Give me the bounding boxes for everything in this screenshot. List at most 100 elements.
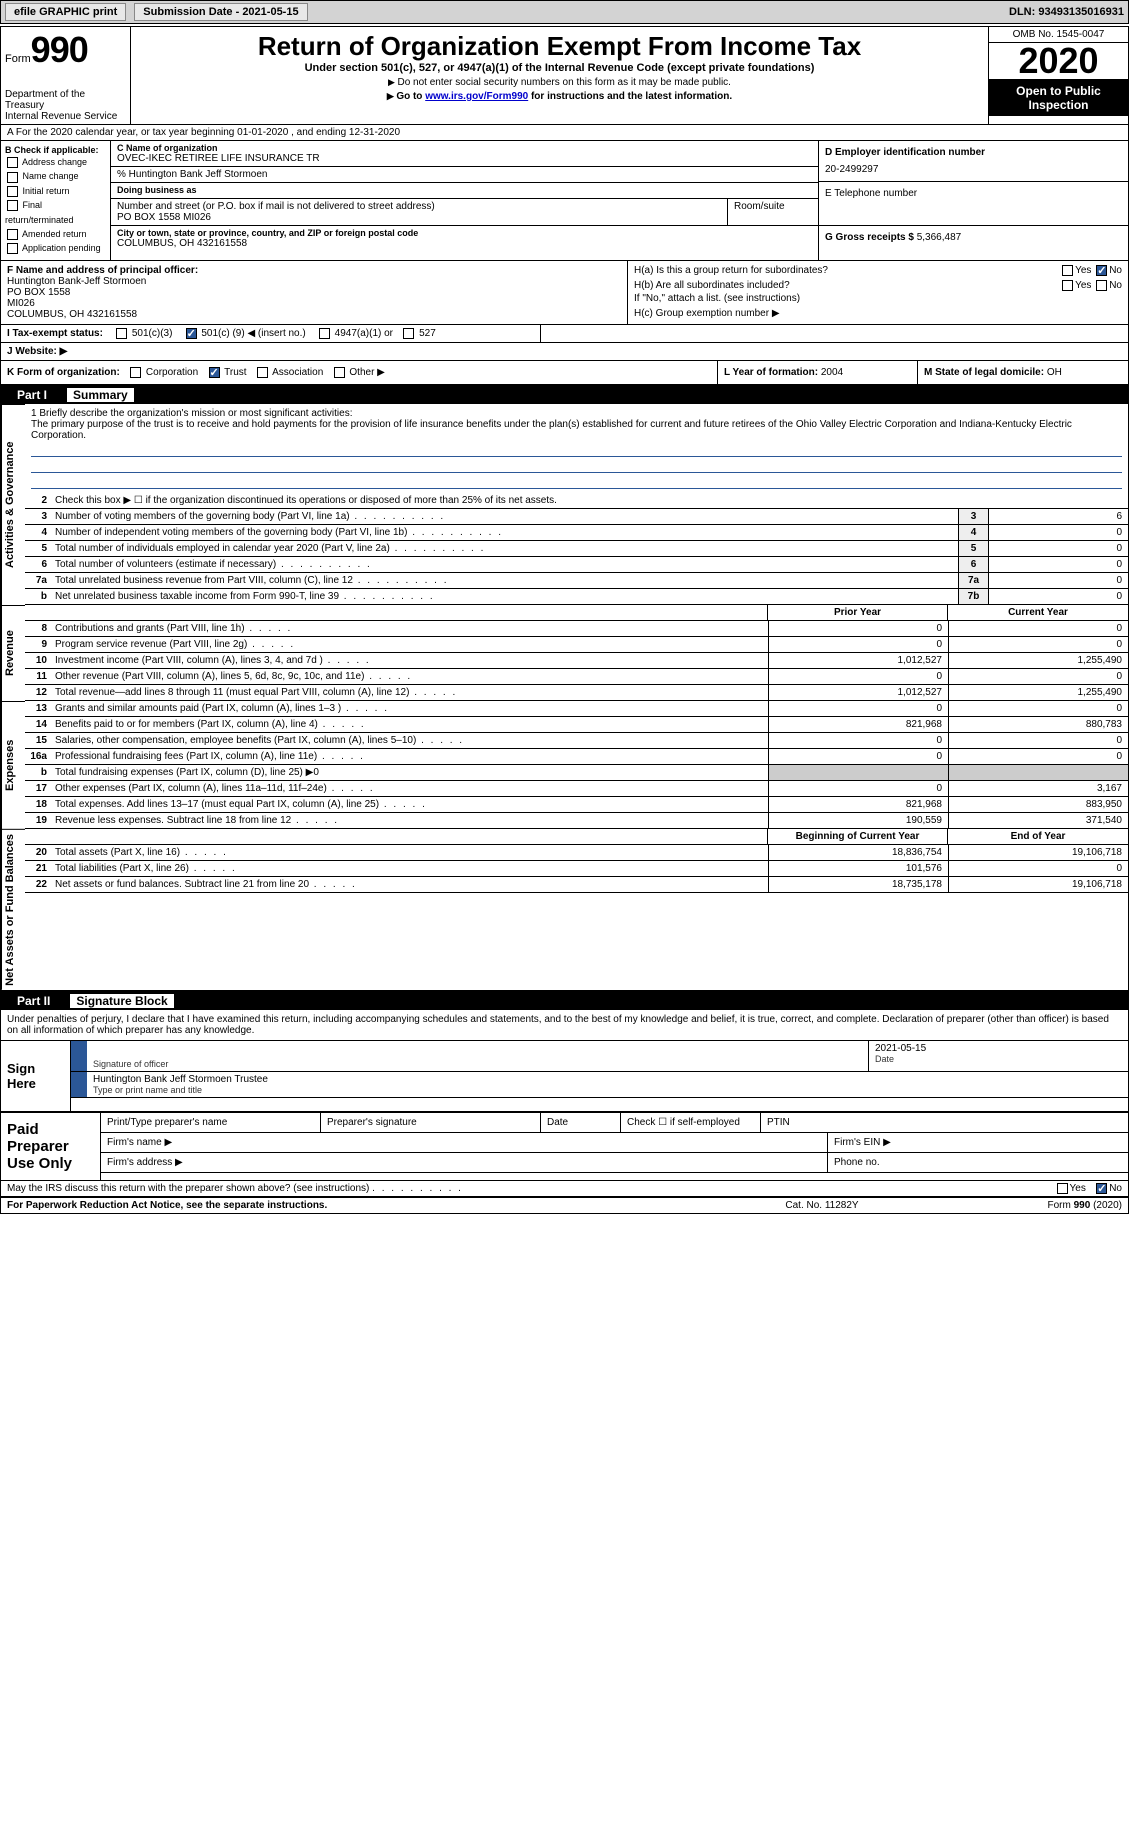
j-label: J Website: ▶ (7, 346, 67, 357)
summary-net-assets: Net Assets or Fund Balances Beginning of… (1, 829, 1128, 992)
prior-current-header: Prior Year Current Year (25, 605, 1128, 621)
col-b-title: B Check if applicable: (5, 145, 106, 155)
data-line: 18Total expenses. Add lines 13–17 (must … (25, 797, 1128, 813)
data-line: 11Other revenue (Part VIII, column (A), … (25, 669, 1128, 685)
hb-note: If "No," attach a list. (see instruction… (634, 293, 1122, 304)
gross-receipts-value: 5,366,487 (917, 232, 962, 243)
part2-header: Part II Signature Block (1, 992, 1128, 1010)
k-assoc-checkbox[interactable] (257, 367, 268, 378)
ha-yes: Yes (1075, 265, 1091, 276)
i-501c3-checkbox[interactable] (116, 328, 127, 339)
summary-line: 6Total number of volunteers (estimate if… (25, 557, 1128, 573)
k-trust: Trust (224, 367, 246, 378)
j-website-row: J Website: ▶ (1, 343, 1128, 361)
form-number: 990 (31, 29, 88, 70)
summary-line: bNet unrelated business taxable income f… (25, 589, 1128, 605)
cat-no: Cat. No. 11282Y (722, 1200, 922, 1211)
goto-post: for instructions and the latest informat… (528, 91, 732, 102)
efile-print-button[interactable]: efile GRAPHIC print (5, 3, 126, 21)
sign-arrow2-icon (71, 1072, 87, 1097)
k-other: Other ▶ (349, 367, 384, 378)
dln-label: DLN: 93493135016931 (1009, 6, 1124, 18)
f-h-row: F Name and address of principal officer:… (1, 261, 1128, 325)
paperwork-notice: For Paperwork Reduction Act Notice, see … (7, 1200, 722, 1211)
org-info-grid: B Check if applicable: Address change Na… (1, 141, 1128, 261)
data-line: 15Salaries, other compensation, employee… (25, 733, 1128, 749)
cb-amended-return[interactable]: Amended return (5, 227, 106, 241)
discuss-row: May the IRS discuss this return with the… (1, 1180, 1128, 1196)
prior-year-header: Prior Year (768, 605, 948, 620)
firm-name-label: Firm's name ▶ (101, 1133, 828, 1152)
inspect-l2: Inspection (991, 98, 1126, 112)
end-year-header: End of Year (948, 829, 1128, 844)
cb-final-return[interactable]: Final return/terminated (5, 198, 106, 227)
i-501c-pre: 501(c) ( (201, 328, 235, 339)
k-assoc: Association (272, 367, 323, 378)
l-year: 2004 (821, 367, 843, 378)
k-trust-checkbox[interactable] (209, 367, 220, 378)
cb-name-change[interactable]: Name change (5, 169, 106, 183)
hb-no-checkbox[interactable] (1096, 280, 1107, 291)
discuss-yes-checkbox[interactable] (1057, 1183, 1068, 1194)
summary-line: 4Number of independent voting members of… (25, 525, 1128, 541)
ha-no-checkbox[interactable] (1096, 265, 1107, 276)
data-line: bTotal fundraising expenses (Part IX, co… (25, 765, 1128, 781)
cb-initial-return[interactable]: Initial return (5, 184, 106, 198)
ein-value: 20-2499297 (825, 164, 1122, 175)
dept-treasury: Department of the Treasury (5, 89, 126, 111)
cb-address-change[interactable]: Address change (5, 155, 106, 169)
prep-ptin-header: PTIN (761, 1113, 1128, 1132)
part2-title: Signature Block (70, 994, 173, 1008)
form-subtitle: Under section 501(c), 527, or 4947(a)(1)… (139, 62, 980, 74)
data-line: 10Investment income (Part VIII, column (… (25, 653, 1128, 669)
hb-no: No (1109, 280, 1122, 291)
hb-yes-checkbox[interactable] (1062, 280, 1073, 291)
part1-header: Part I Summary (1, 386, 1128, 404)
perjury-statement: Under penalties of perjury, I declare th… (1, 1010, 1128, 1041)
f-line1: Huntington Bank-Jeff Stormoen (7, 276, 146, 287)
f-line4: COLUMBUS, OH 432161558 (7, 309, 137, 320)
i-4947-checkbox[interactable] (319, 328, 330, 339)
officer-name: Huntington Bank Jeff Stormoen Trustee (93, 1074, 1122, 1085)
firm-ein-label: Firm's EIN ▶ (828, 1133, 1128, 1152)
discuss-no-checkbox[interactable] (1096, 1183, 1107, 1194)
summary-line: 5Total number of individuals employed in… (25, 541, 1128, 557)
paid-preparer-label: Paid Preparer Use Only (1, 1113, 101, 1180)
col-c-org-info: C Name of organization OVEC-IKEC RETIREE… (111, 141, 818, 260)
k-corp-checkbox[interactable] (130, 367, 141, 378)
submission-date-button[interactable]: Submission Date - 2021-05-15 (134, 3, 307, 21)
summary-line: 7aTotal unrelated business revenue from … (25, 573, 1128, 589)
m-label: M State of legal domicile: (924, 367, 1044, 378)
header-left: Form990 Department of the Treasury Inter… (1, 27, 131, 124)
i-501c-checkbox[interactable] (186, 328, 197, 339)
dept-irs: Internal Revenue Service (5, 111, 126, 122)
data-line: 17Other expenses (Part IX, column (A), l… (25, 781, 1128, 797)
summary-line: 3Number of voting members of the governi… (25, 509, 1128, 525)
part1-title: Summary (67, 388, 134, 402)
mission-block: 1 Briefly describe the organization's mi… (25, 404, 1128, 493)
paid-preparer-block: Paid Preparer Use Only Print/Type prepar… (1, 1111, 1128, 1180)
hb-label: H(b) Are all subordinates included? (634, 280, 790, 291)
i-4947: 4947(a)(1) or (335, 328, 393, 339)
org-address: PO BOX 1558 MI026 (117, 212, 721, 223)
data-line: 9Program service revenue (Part VIII, lin… (25, 637, 1128, 653)
k-other-checkbox[interactable] (334, 367, 345, 378)
part1-num: Part I (7, 388, 57, 402)
h-group-return: H(a) Is this a group return for subordin… (628, 261, 1128, 324)
ha-yes-checkbox[interactable] (1062, 265, 1073, 276)
ha-label: H(a) Is this a group return for subordin… (634, 265, 828, 276)
goto-pre: Go to (396, 91, 425, 102)
e-phone-label: E Telephone number (825, 188, 1122, 199)
k-corp: Corporation (146, 367, 198, 378)
header-center: Return of Organization Exempt From Incom… (131, 27, 988, 124)
cb-application-pending[interactable]: Application pending (5, 241, 106, 255)
i-tax-exempt-row: I Tax-exempt status: 501(c)(3) 501(c) (9… (1, 325, 1128, 343)
summary-governance: Activities & Governance 1 Briefly descri… (1, 404, 1128, 605)
f-label: F Name and address of principal officer: (7, 265, 198, 276)
mission-text: The primary purpose of the trust is to r… (31, 419, 1122, 441)
col-b-checkboxes: B Check if applicable: Address change Na… (1, 141, 111, 260)
irs-link[interactable]: www.irs.gov/Form990 (425, 91, 528, 102)
i-label: I Tax-exempt status: (7, 328, 103, 339)
i-527-checkbox[interactable] (403, 328, 414, 339)
firm-phone-label: Phone no. (828, 1153, 1128, 1172)
